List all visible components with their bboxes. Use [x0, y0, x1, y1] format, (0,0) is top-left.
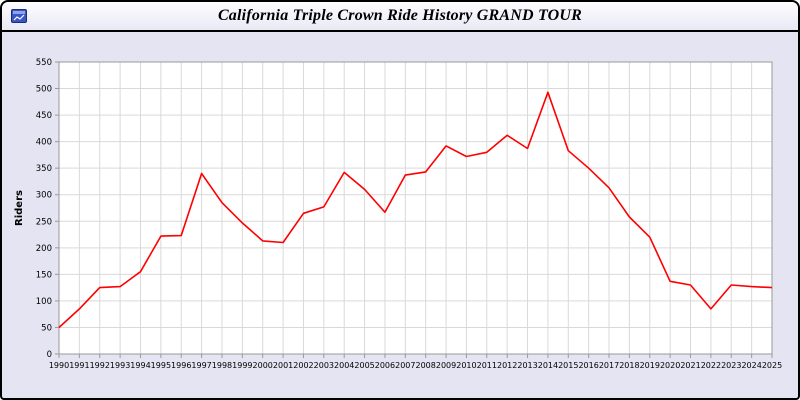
- svg-text:2025: 2025: [762, 361, 782, 370]
- svg-text:2002: 2002: [293, 361, 313, 370]
- svg-text:0: 0: [47, 350, 52, 360]
- svg-text:2019: 2019: [640, 361, 660, 370]
- svg-text:150: 150: [36, 270, 52, 280]
- svg-text:100: 100: [36, 297, 52, 307]
- svg-text:2009: 2009: [436, 361, 456, 370]
- svg-text:2000: 2000: [253, 361, 273, 370]
- svg-text:2008: 2008: [416, 361, 436, 370]
- svg-text:2016: 2016: [578, 361, 598, 370]
- svg-text:450: 450: [36, 111, 52, 121]
- chart-area: 0 50 100 150 200 250 300 350 400 450 500 550 1990 199…: [2, 32, 798, 398]
- svg-text:2010: 2010: [456, 361, 476, 370]
- svg-text:2020: 2020: [660, 361, 680, 370]
- svg-text:2022: 2022: [701, 361, 721, 370]
- svg-text:2003: 2003: [314, 361, 334, 370]
- svg-text:500: 500: [36, 85, 52, 95]
- svg-text:2005: 2005: [354, 361, 374, 370]
- chart-window-icon: [11, 9, 27, 23]
- svg-text:2014: 2014: [538, 361, 558, 370]
- svg-text:1995: 1995: [151, 361, 171, 370]
- svg-text:1999: 1999: [232, 361, 252, 370]
- svg-text:2024: 2024: [741, 361, 761, 370]
- svg-text:2017: 2017: [599, 361, 619, 370]
- svg-text:2011: 2011: [477, 361, 497, 370]
- svg-text:1992: 1992: [90, 361, 110, 370]
- svg-text:2004: 2004: [334, 361, 354, 370]
- svg-text:1990: 1990: [49, 361, 69, 370]
- svg-text:2001: 2001: [273, 361, 293, 370]
- svg-text:1994: 1994: [130, 361, 150, 370]
- gridlines: [58, 61, 773, 355]
- svg-text:2006: 2006: [375, 361, 395, 370]
- svg-text:1997: 1997: [191, 361, 211, 370]
- svg-text:550: 550: [36, 58, 52, 68]
- svg-text:1996: 1996: [171, 361, 191, 370]
- svg-text:2012: 2012: [497, 361, 517, 370]
- svg-text:250: 250: [36, 217, 52, 227]
- svg-text:1998: 1998: [212, 361, 232, 370]
- svg-text:2015: 2015: [558, 361, 578, 370]
- title-bar: California Triple Crown Ride History GRA…: [2, 2, 798, 32]
- svg-text:2018: 2018: [619, 361, 639, 370]
- y-axis-label: Riders: [14, 190, 25, 226]
- svg-text:50: 50: [41, 323, 52, 333]
- page-title: California Triple Crown Ride History GRA…: [217, 7, 583, 24]
- svg-text:200: 200: [36, 244, 52, 254]
- svg-text:2021: 2021: [680, 361, 700, 370]
- svg-text:1991: 1991: [69, 361, 89, 370]
- svg-text:1993: 1993: [110, 361, 130, 370]
- svg-text:2023: 2023: [721, 361, 741, 370]
- svg-text:2013: 2013: [517, 361, 537, 370]
- svg-text:400: 400: [36, 138, 52, 148]
- svg-text:2007: 2007: [395, 361, 415, 370]
- svg-text:350: 350: [36, 164, 52, 174]
- series-riders: [58, 91, 773, 329]
- svg-text:300: 300: [36, 191, 52, 201]
